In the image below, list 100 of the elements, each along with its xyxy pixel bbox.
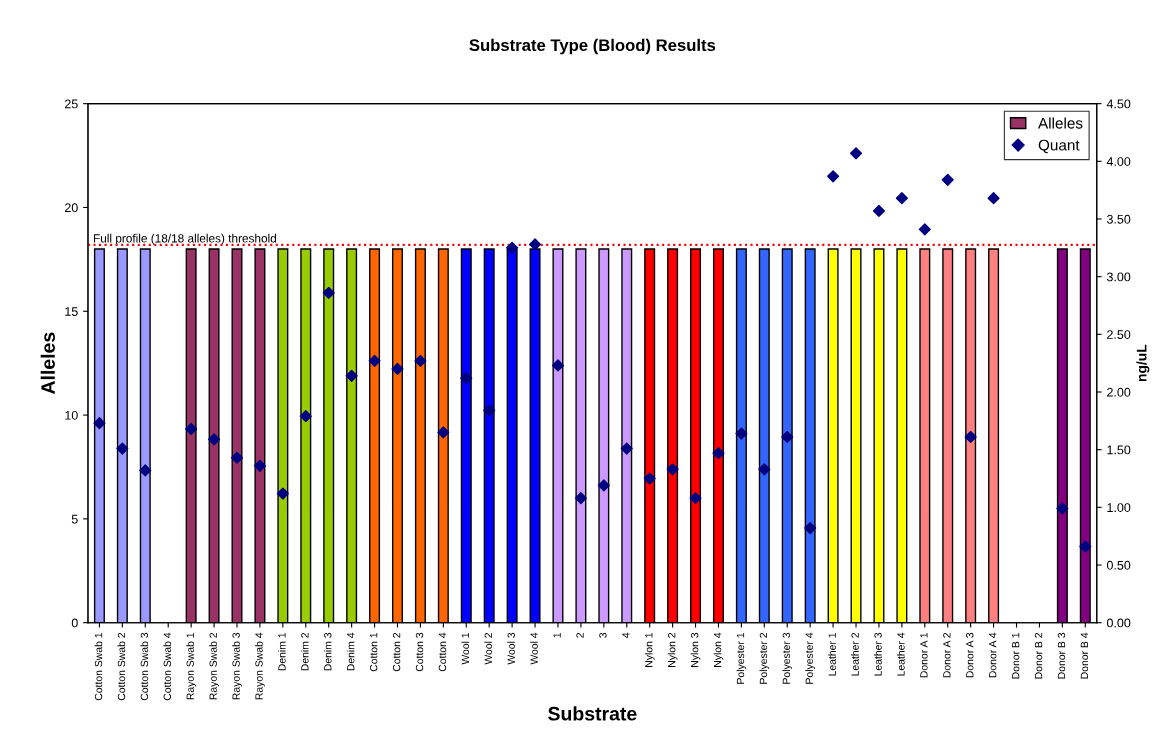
x-tick-label: Polyester 2 bbox=[759, 632, 770, 684]
x-tick-label: Cotton Swab 2 bbox=[117, 632, 126, 701]
x-tick-label: Denim 4 bbox=[346, 632, 355, 671]
x-tick-label: Wool 1 bbox=[461, 632, 470, 665]
x-tick-label: Leather 3 bbox=[874, 632, 882, 676]
x-tick-label: Nylon 3 bbox=[690, 632, 701, 667]
point bbox=[712, 447, 725, 460]
x-tick-label: Cotton 1 bbox=[369, 632, 378, 672]
x-tick-label: Rayon Swab 1 bbox=[186, 632, 196, 700]
x-tick-label: Leather 1 bbox=[828, 632, 836, 676]
x-tick-label: 3 bbox=[599, 632, 607, 638]
point bbox=[299, 410, 312, 423]
point bbox=[368, 354, 381, 367]
ref-line-label: Full profile (18/18 alleles) threshold bbox=[93, 233, 276, 245]
x-tick-label: Donor B 4 bbox=[1080, 632, 1089, 679]
point bbox=[804, 522, 817, 535]
x-tick-label: Rayon Swab 4 bbox=[255, 632, 265, 700]
x-tick-label: Wool 4 bbox=[530, 632, 538, 665]
point bbox=[1056, 502, 1069, 515]
point bbox=[735, 427, 748, 440]
legend-label: Alleles bbox=[1038, 117, 1083, 129]
point bbox=[849, 147, 863, 160]
point bbox=[1079, 540, 1092, 553]
x-tick-label: Cotton Swab 1 bbox=[94, 632, 103, 701]
point bbox=[207, 433, 221, 446]
point bbox=[116, 442, 129, 455]
y2-tick-label: 0.50 bbox=[1106, 560, 1131, 570]
point bbox=[437, 426, 450, 439]
y2-tick-label: 1.00 bbox=[1107, 503, 1131, 512]
x-tick-label: Denim 2 bbox=[300, 632, 309, 671]
point bbox=[643, 472, 656, 485]
y-tick-label: 15 bbox=[65, 307, 78, 316]
y2-tick-label: 1.50 bbox=[1107, 445, 1131, 455]
x-tick-label: Nylon 2 bbox=[667, 632, 678, 667]
x-tick-label: Donor A 4 bbox=[989, 632, 997, 678]
x-tick-label: Denim 1 bbox=[278, 632, 286, 671]
x-tick-label: Rayon Swab 3 bbox=[232, 632, 242, 700]
point bbox=[483, 404, 496, 417]
point bbox=[253, 459, 267, 472]
x-tick-label: Wool 3 bbox=[507, 632, 515, 665]
legend-label: Quant bbox=[1038, 139, 1080, 154]
x-tick-label: Cotton Swab 4 bbox=[163, 632, 172, 701]
x-tick-label: Cotton 2 bbox=[392, 632, 401, 672]
point bbox=[964, 430, 977, 444]
point bbox=[93, 417, 106, 430]
y-tick-label: 25 bbox=[64, 99, 78, 109]
x-tick-label: Donor A 1 bbox=[920, 632, 928, 678]
chart-title: Substrate Type (Blood) Results bbox=[469, 38, 716, 55]
x-tick-label: Denim 3 bbox=[323, 632, 332, 671]
y2-tick-label: 2.00 bbox=[1107, 387, 1131, 397]
x-tick-label: Polyester 1 bbox=[736, 632, 747, 684]
x-tick-label: 2 bbox=[576, 632, 584, 638]
point bbox=[276, 487, 289, 500]
x-tick-label: Polyester 4 bbox=[805, 632, 816, 684]
y-tick-label: 0 bbox=[71, 618, 78, 628]
y2-tick-label: 4.00 bbox=[1106, 157, 1131, 166]
x-tick-label: Donor B 2 bbox=[1034, 632, 1043, 679]
point bbox=[781, 430, 794, 444]
point bbox=[827, 170, 840, 183]
x-tick-label: Cotton 4 bbox=[438, 632, 447, 672]
point bbox=[620, 442, 633, 455]
x-tick-label: Cotton 3 bbox=[415, 632, 424, 672]
point bbox=[918, 223, 931, 236]
y2-tick-label: 2.50 bbox=[1107, 330, 1131, 339]
y-tick-label: 20 bbox=[64, 203, 78, 213]
y2-tick-label: 3.50 bbox=[1106, 214, 1131, 224]
x-tick-label: Leather 2 bbox=[851, 632, 859, 676]
point bbox=[322, 286, 335, 299]
point bbox=[872, 204, 886, 218]
point bbox=[689, 492, 702, 505]
x-tick-label: Donor B 3 bbox=[1057, 632, 1066, 679]
x-tick-label: 4 bbox=[622, 632, 630, 638]
y2-axis-title: ng/uL bbox=[1136, 344, 1150, 382]
point bbox=[414, 354, 427, 367]
point bbox=[597, 479, 610, 492]
x-tick-label: Nylon 1 bbox=[644, 632, 655, 667]
point bbox=[551, 359, 565, 372]
y2-tick-label: 4.50 bbox=[1106, 99, 1131, 109]
x-tick-label: Leather 4 bbox=[897, 632, 905, 676]
point bbox=[139, 464, 152, 477]
x-tick-label: Nylon 4 bbox=[713, 632, 724, 667]
x-tick-label: 1 bbox=[553, 632, 561, 638]
point bbox=[895, 192, 908, 205]
y2-tick-label: 0.00 bbox=[1106, 618, 1131, 628]
point bbox=[574, 492, 587, 505]
point bbox=[987, 192, 1000, 205]
y-tick-label: 5 bbox=[71, 514, 78, 524]
point bbox=[460, 372, 473, 385]
x-tick-label: Donor B 1 bbox=[1012, 632, 1020, 679]
point bbox=[941, 173, 954, 186]
x-tick-label: Donor A 2 bbox=[943, 632, 951, 678]
x-tick-label: Polyester 3 bbox=[782, 632, 793, 684]
y-tick-label: 10 bbox=[65, 410, 78, 420]
point bbox=[528, 238, 542, 251]
point bbox=[391, 362, 404, 376]
x-tick-label: Cotton Swab 3 bbox=[140, 632, 149, 701]
x-tick-label: Donor A 3 bbox=[966, 632, 974, 678]
x-tick-label: Wool 2 bbox=[484, 632, 492, 665]
point bbox=[345, 369, 358, 382]
point bbox=[506, 241, 519, 254]
